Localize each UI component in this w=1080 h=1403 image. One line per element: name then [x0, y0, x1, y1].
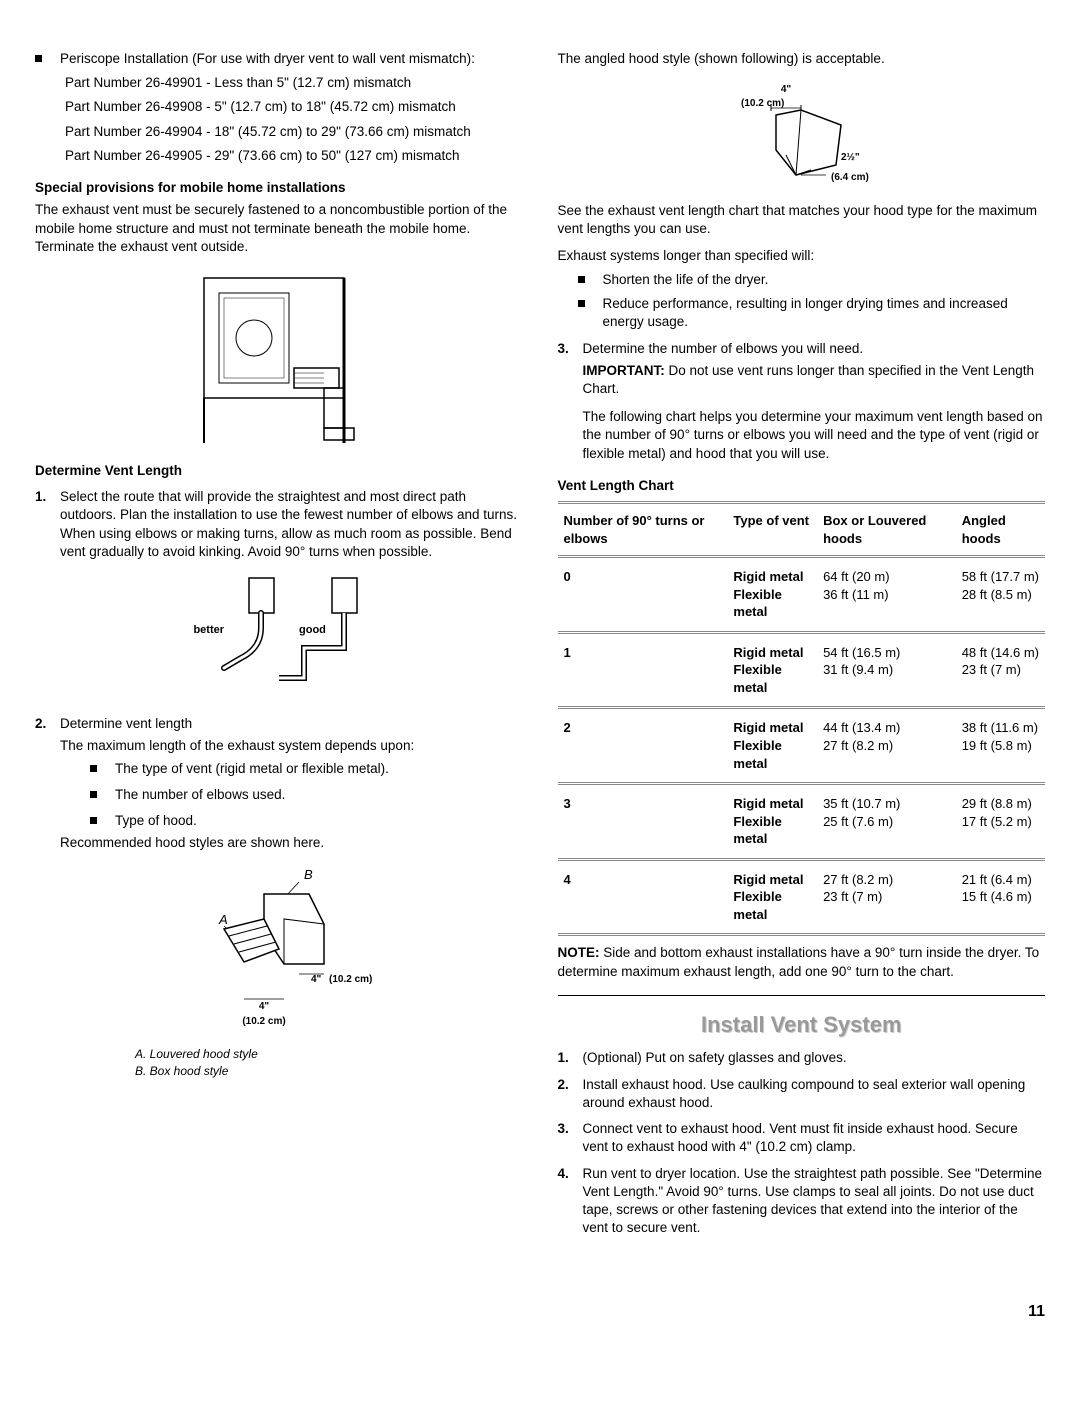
note: NOTE: Side and bottom exhaust installati…	[558, 944, 1046, 980]
bullet-icon	[578, 276, 585, 283]
table-row: 4Rigid metalFlexible metal27 ft (8.2 m)2…	[558, 859, 1046, 935]
mobile-heading: Special provisions for mobile home insta…	[35, 179, 523, 197]
bullet-icon	[90, 817, 97, 824]
install-4: 4. Run vent to dryer location. Use the s…	[558, 1165, 1046, 1238]
th-turns: Number of 90° turns or elbows	[558, 503, 728, 557]
part-3: Part Number 26-49904 - 18" (45.72 cm) to…	[65, 123, 523, 141]
step-3-num: 3.	[558, 340, 583, 358]
page-number: 11	[35, 1301, 1045, 1323]
rec-hood: Recommended hood styles are shown here.	[60, 834, 523, 852]
install-1: 1. (Optional) Put on safety glasses and …	[558, 1049, 1046, 1067]
svg-text:4": 4"	[259, 1001, 270, 1012]
step-3: 3. Determine the number of elbows you wi…	[558, 340, 1046, 358]
th-type: Type of vent	[727, 503, 817, 557]
part-2: Part Number 26-49908 - 5" (12.7 cm) to 1…	[65, 98, 523, 116]
angled-hood-diagram: 4" (10.2 cm) 2½" (6.4 cm)	[558, 80, 1046, 190]
longer-intro: Exhaust systems longer than specified wi…	[558, 247, 1046, 265]
following-chart: The following chart helps you determine …	[583, 408, 1046, 463]
svg-text:better: better	[193, 624, 224, 636]
step-3-text: Determine the number of elbows you will …	[583, 340, 1046, 358]
th-angled: Angled hoods	[956, 503, 1045, 557]
caption-b: B. Box hood style	[135, 1063, 523, 1079]
svg-text:(6.4 cm): (6.4 cm)	[831, 172, 869, 183]
step-1-num: 1.	[35, 488, 60, 561]
bullet-text: The number of elbows used.	[115, 786, 285, 804]
step-2-text: Determine vent length	[60, 715, 523, 733]
caption-a: A. Louvered hood style	[135, 1046, 523, 1062]
better-good-diagram: better good	[35, 573, 523, 703]
page-content: Periscope Installation (For use with dry…	[35, 50, 1045, 1241]
step-1: 1. Select the route that will provide th…	[35, 488, 523, 561]
longer-bullet-2: Reduce performance, resulting in longer …	[578, 295, 1046, 331]
table-row: 2Rigid metalFlexible metal44 ft (13.4 m)…	[558, 708, 1046, 784]
part-4: Part Number 26-49905 - 29" (73.66 cm) to…	[65, 147, 523, 165]
bullet-text: Type of hood.	[115, 812, 197, 830]
right-column: The angled hood style (shown following) …	[558, 50, 1046, 1241]
bullet-icon	[578, 300, 585, 307]
important-label: IMPORTANT:	[583, 363, 665, 378]
svg-text:2½": 2½"	[841, 152, 860, 163]
th-box: Box or Louvered hoods	[817, 503, 956, 557]
determine-heading: Determine Vent Length	[35, 462, 523, 480]
bullet-text: Shorten the life of the dryer.	[603, 271, 769, 289]
note-text: Side and bottom exhaust installations ha…	[558, 945, 1040, 978]
svg-text:(10.2 cm): (10.2 cm)	[741, 98, 784, 109]
step-1-text: Select the route that will provide the s…	[60, 488, 523, 561]
mobile-text: The exhaust vent must be securely fasten…	[35, 201, 523, 256]
bullet-icon	[35, 55, 42, 62]
hood-styles-diagram: B A 4" (10.2 cm) 4" (10.2 cm)	[35, 864, 523, 1034]
svg-text:(10.2 cm): (10.2 cm)	[329, 974, 372, 985]
part-1: Part Number 26-49901 - Less than 5" (12.…	[65, 74, 523, 92]
step2-bullet-2: The number of elbows used.	[90, 786, 523, 804]
table-row: 1Rigid metalFlexible metal54 ft (16.5 m)…	[558, 632, 1046, 708]
bullet-text: The type of vent (rigid metal or flexibl…	[115, 760, 389, 778]
svg-text:4": 4"	[781, 84, 792, 95]
table-row: 0Rigid metalFlexible metal64 ft (20 m)36…	[558, 557, 1046, 633]
bullet-text: Reduce performance, resulting in longer …	[603, 295, 1046, 331]
vent-length-table: Number of 90° turns or elbows Type of ve…	[558, 501, 1046, 936]
table-row: 3Rigid metalFlexible metal35 ft (10.7 m)…	[558, 784, 1046, 860]
bullet-icon	[90, 765, 97, 772]
install-heading: Install Vent System	[558, 1010, 1046, 1040]
install-3: 3. Connect vent to exhaust hood. Vent mu…	[558, 1120, 1046, 1156]
important-note: IMPORTANT: Do not use vent runs longer t…	[583, 362, 1046, 398]
left-column: Periscope Installation (For use with dry…	[35, 50, 523, 1241]
longer-bullet-1: Shorten the life of the dryer.	[578, 271, 1046, 289]
note-label: NOTE:	[558, 945, 600, 960]
see-chart: See the exhaust vent length chart that m…	[558, 202, 1046, 238]
chart-heading: Vent Length Chart	[558, 477, 1046, 495]
step2-bullet-3: Type of hood.	[90, 812, 523, 830]
install-2: 2. Install exhaust hood. Use caulking co…	[558, 1076, 1046, 1112]
svg-text:B: B	[304, 867, 313, 882]
periscope-text: Periscope Installation (For use with dry…	[60, 50, 475, 68]
step-2-sub: The maximum length of the exhaust system…	[60, 737, 523, 755]
svg-text:A: A	[218, 912, 228, 927]
svg-text:4": 4"	[311, 974, 322, 985]
divider	[558, 995, 1046, 996]
svg-text:(10.2 cm): (10.2 cm)	[242, 1016, 285, 1027]
periscope-bullet: Periscope Installation (For use with dry…	[35, 50, 523, 68]
svg-text:good: good	[299, 624, 326, 636]
angled-intro: The angled hood style (shown following) …	[558, 50, 1046, 68]
step2-bullet-1: The type of vent (rigid metal or flexibl…	[90, 760, 523, 778]
step-2: 2. Determine vent length	[35, 715, 523, 733]
mobile-home-diagram	[35, 268, 523, 448]
bullet-icon	[90, 791, 97, 798]
step-2-num: 2.	[35, 715, 60, 733]
